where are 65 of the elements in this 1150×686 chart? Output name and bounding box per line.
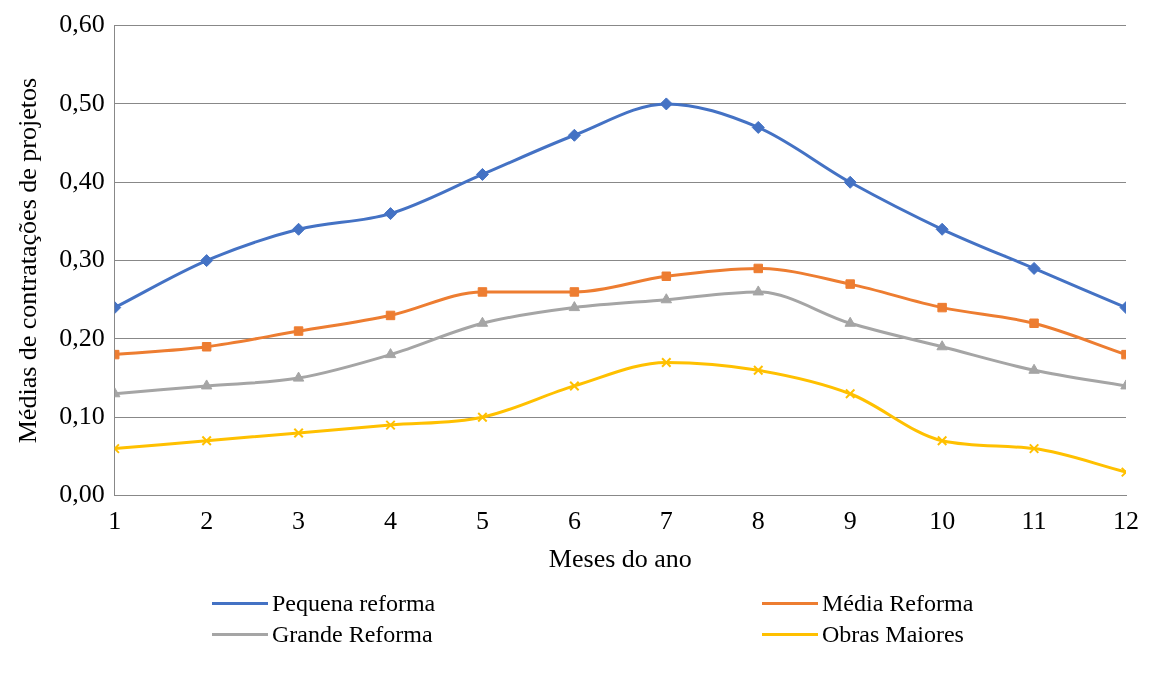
point <box>292 222 306 236</box>
point <box>385 419 396 431</box>
point <box>752 285 764 296</box>
point <box>384 348 397 359</box>
y-tick-label: 0,00 <box>59 479 105 509</box>
y-tick-label: 0,10 <box>59 401 105 431</box>
point <box>568 301 581 312</box>
point <box>845 279 855 289</box>
x-tick-label: 11 <box>1021 506 1047 536</box>
point <box>843 175 857 189</box>
point <box>937 302 947 313</box>
point <box>201 342 212 352</box>
point <box>661 271 672 282</box>
point <box>292 371 305 382</box>
point <box>1028 363 1040 374</box>
x-tick-label: 3 <box>292 506 306 536</box>
point <box>844 316 856 327</box>
point <box>844 388 856 400</box>
point <box>753 263 763 274</box>
x-tick-label: 9 <box>843 506 857 536</box>
y-tick-label: 0,40 <box>59 166 105 196</box>
point <box>936 435 948 447</box>
x-tick-label: 6 <box>567 506 581 536</box>
x-tick-label: 7 <box>659 506 673 536</box>
point <box>1028 443 1040 454</box>
y-tick-label: 0,20 <box>59 322 105 352</box>
legend-label: Grande Reforma <box>272 621 433 648</box>
y-axis-title: Médias de contratações de projetos <box>13 77 43 444</box>
point <box>477 412 488 423</box>
point <box>385 310 396 321</box>
x-tick-label: 4 <box>384 506 398 536</box>
x-tick-label: 1 <box>108 506 122 536</box>
point <box>200 254 214 268</box>
y-tick-label: 0,50 <box>59 87 105 117</box>
point <box>475 167 489 181</box>
x-tick-label: 2 <box>200 506 214 536</box>
point <box>569 380 580 392</box>
y-tick-label: 0,30 <box>59 244 105 274</box>
point <box>201 435 212 447</box>
point <box>567 128 581 142</box>
point <box>661 357 672 368</box>
y-tick-label: 0,60 <box>59 9 105 39</box>
x-axis-title: Meses do ano <box>548 544 692 574</box>
point <box>659 97 673 111</box>
point <box>753 365 764 376</box>
legend-label: Média Reforma <box>822 590 974 617</box>
x-tick-label: 8 <box>751 506 765 536</box>
point <box>293 326 304 336</box>
legend-label: Obras Maiores <box>822 621 964 648</box>
x-tick-label: 10 <box>929 506 956 536</box>
legend-label: Pequena reforma <box>272 590 436 617</box>
point <box>384 207 398 221</box>
point <box>569 287 580 297</box>
x-tick-label: 12 <box>1113 506 1139 536</box>
point <box>477 287 488 297</box>
point <box>476 316 489 327</box>
point <box>936 340 948 351</box>
point <box>200 379 213 390</box>
point <box>751 120 765 134</box>
point <box>1027 261 1041 275</box>
point <box>293 427 304 439</box>
point <box>1029 318 1039 329</box>
point <box>660 293 673 304</box>
x-tick-label: 5 <box>475 506 489 536</box>
point <box>935 222 949 236</box>
